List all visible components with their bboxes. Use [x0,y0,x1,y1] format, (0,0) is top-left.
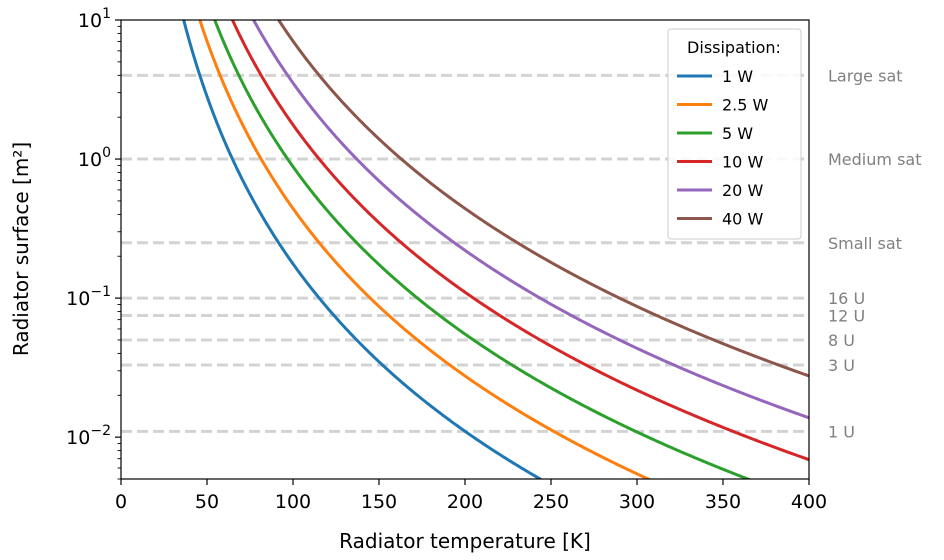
reference-label: Large sat [828,66,903,85]
legend-entry: 20 W [722,181,763,200]
x-tick-label: 0 [115,491,127,513]
series-line [276,20,809,378]
legend-entry: 10 W [722,153,763,172]
y-tick-label: 101 [78,6,111,32]
y-axis-label: Radiator surface [m²] [9,142,33,356]
reference-label: 12 U [828,306,865,325]
legend-entry: 1 W [722,67,753,86]
x-tick-label: 300 [619,491,655,513]
legend-title: Dissipation: [687,38,781,57]
x-axis: 0 50 100 150 200 250 300 350 400 [115,479,827,513]
data-curves [182,20,809,479]
y-tick-label: 100 [78,145,111,171]
legend-box [667,28,802,240]
x-tick-label: 400 [791,491,827,513]
reference-label: 3 U [828,356,855,375]
y-tick-label: 10−1 [66,284,111,310]
reference-label: 1 U [828,422,855,441]
x-tick-label: 50 [195,491,219,513]
reference-labels: Large sat Medium sat Small sat 16 U12 U 8 U 3… [828,66,921,441]
y-axis: 10−2 10−1 100 101 [66,6,121,480]
x-axis-label: Radiator temperature [K] [339,529,591,553]
y-tick-label: 10−2 [66,423,111,449]
series-line [213,20,752,479]
reference-label: Small sat [828,234,902,253]
series-line [251,20,809,420]
series-line [230,20,809,462]
series-line [198,20,652,479]
legend-entry: 2.5 W [722,96,769,115]
legend: Dissipation: 1 W 2.5 W 5 W 10 W 20 W 40 W [667,28,802,240]
x-tick-label: 100 [275,491,311,513]
legend-entry: 40 W [722,210,763,229]
x-tick-label: 150 [361,491,397,513]
series-line [182,20,544,479]
reference-label: 8 U [828,331,855,350]
x-tick-label: 350 [705,491,741,513]
reference-label: 16 U [828,289,865,308]
x-tick-label: 250 [533,491,569,513]
legend-entry: 5 W [722,124,753,143]
reference-label: Medium sat [828,150,921,169]
x-tick-label: 200 [447,491,483,513]
